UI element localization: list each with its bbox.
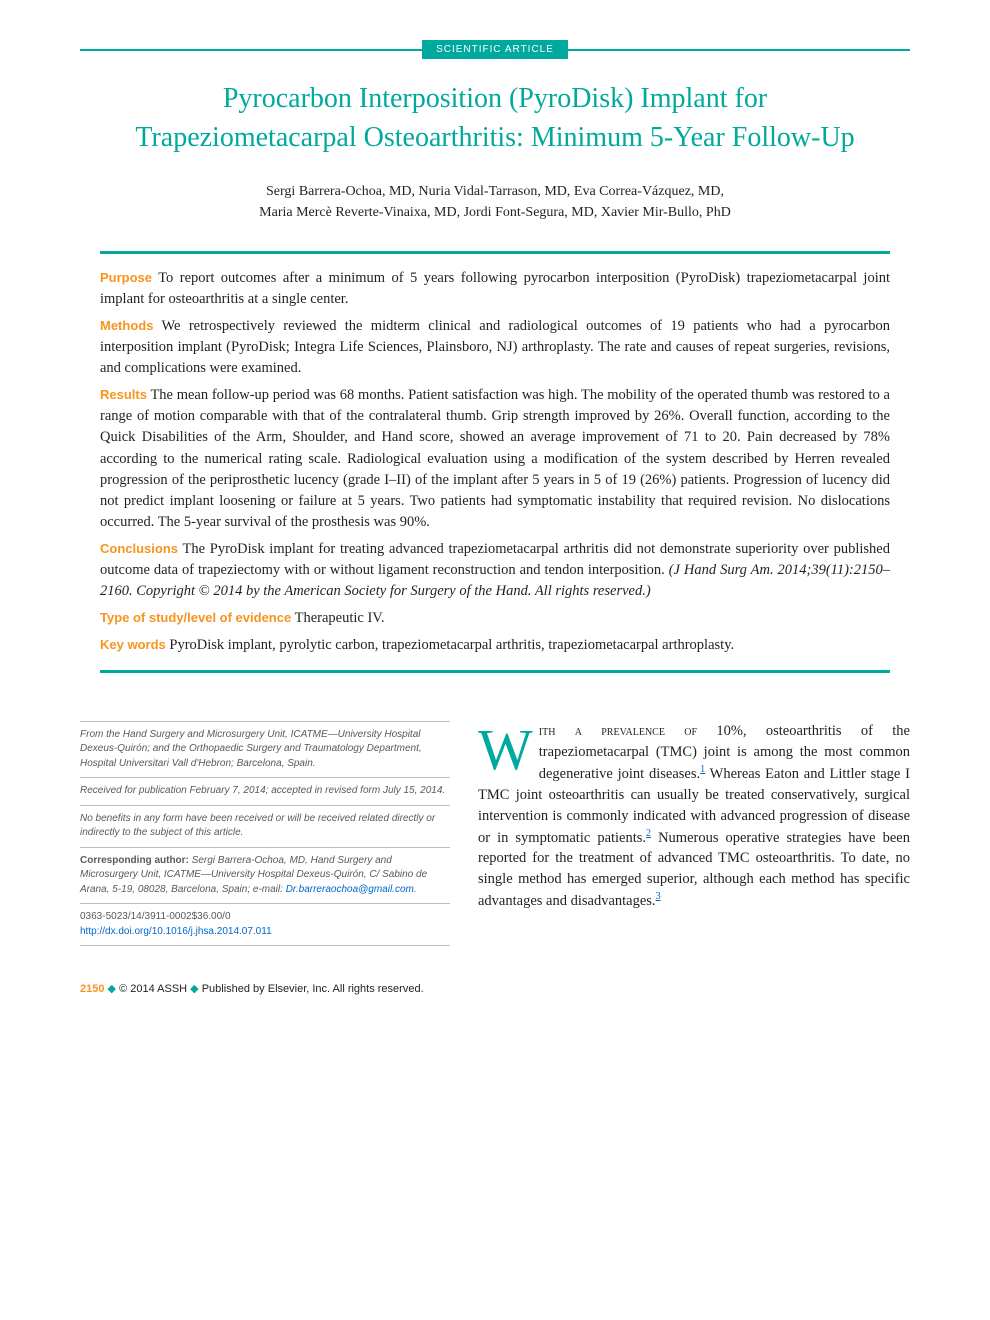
footer-diamond-2: ◆ [190,983,202,995]
evidence-text: Therapeutic IV. [295,610,385,626]
keywords-label: Key words [100,637,166,652]
abstract-purpose: Purpose To report outcomes after a minim… [100,268,890,310]
abstract-top-rule [100,251,890,254]
header-rule-left [80,49,422,51]
methods-label: Methods [100,318,153,333]
affil-codes: 0363-5023/14/3911-0002$36.00/0 http://dx… [80,903,450,946]
intro-paragraph: With a prevalence of 10%, osteoarthritis… [478,721,910,913]
affil-corresponding: Corresponding author: Sergi Barrera-Ocho… [80,847,450,904]
abstract-methods: Methods We retrospectively reviewed the … [100,316,890,379]
reference-3-link[interactable]: 3 [656,891,661,902]
affiliations-column: From the Hand Surgery and Microsurgery U… [80,721,450,947]
abstract-keywords: Key words PyroDisk implant, pyrolytic ca… [100,635,890,656]
article-title: Pyrocarbon Interposition (PyroDisk) Impl… [120,79,870,157]
purpose-label: Purpose [100,270,152,285]
authors-line-2: Maria Mercè Reverte-Vinaixa, MD, Jordi F… [120,202,870,223]
body-text-column: With a prevalence of 10%, osteoarthritis… [478,721,910,947]
corresponding-label: Corresponding author: [80,855,189,866]
corresponding-email-link[interactable]: Dr.barreraochoa@gmail.com [286,884,414,895]
intro-smallcaps: ith a prevalence of [539,723,697,739]
affil-received: Received for publication February 7, 201… [80,777,450,805]
dropcap-letter: W [478,721,539,774]
abstract-evidence: Type of study/level of evidence Therapeu… [100,608,890,629]
authors-block: Sergi Barrera-Ochoa, MD, Nuria Vidal-Tar… [120,181,870,223]
page-number: 2150 [80,983,104,995]
keywords-text: PyroDisk implant, pyrolytic carbon, trap… [169,637,734,653]
article-type-badge: SCIENTIFIC ARTICLE [422,40,568,59]
results-label: Results [100,387,147,402]
page-footer: 2150 ◆ © 2014 ASSH ◆ Published by Elsevi… [80,982,910,995]
doi-link[interactable]: http://dx.doi.org/10.1016/j.jhsa.2014.07… [80,926,272,937]
abstract-bottom-rule [100,670,890,673]
abstract-results: Results The mean follow-up period was 68… [100,385,890,532]
affil-benefits: No benefits in any form have been receiv… [80,805,450,847]
header-rule: SCIENTIFIC ARTICLE [80,40,910,59]
corresponding-period: . [414,884,417,895]
conclusions-label: Conclusions [100,541,178,556]
body-columns: From the Hand Surgery and Microsurgery U… [80,721,910,947]
evidence-label: Type of study/level of evidence [100,610,291,625]
purpose-text: To report outcomes after a minimum of 5 … [100,270,890,307]
footer-copyright: © 2014 ASSH [119,983,187,995]
footer-diamond-1: ◆ [108,983,120,995]
header-rule-right [568,49,910,51]
footer-publisher: Published by Elsevier, Inc. All rights r… [202,983,424,995]
abstract: Purpose To report outcomes after a minim… [100,268,890,655]
abstract-conclusions: Conclusions The PyroDisk implant for tre… [100,539,890,602]
methods-text: We retrospectively reviewed the midterm … [100,318,890,376]
results-text: The mean follow-up period was 68 months.… [100,387,890,529]
affil-from: From the Hand Surgery and Microsurgery U… [80,721,450,778]
authors-line-1: Sergi Barrera-Ochoa, MD, Nuria Vidal-Tar… [120,181,870,202]
copyright-code: 0363-5023/14/3911-0002$36.00/0 [80,910,450,925]
